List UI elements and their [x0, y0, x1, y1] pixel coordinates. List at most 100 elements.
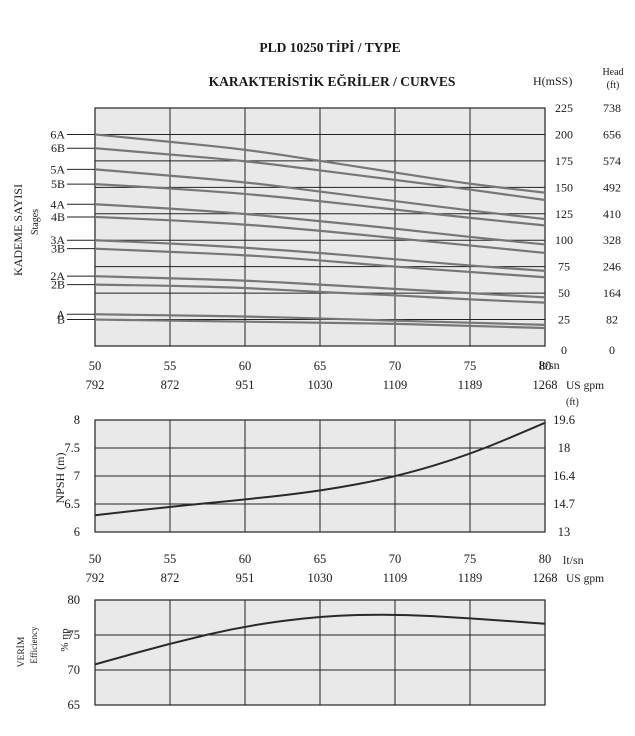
head-y-unit-right-2: (ft) — [607, 80, 620, 91]
npsh-y-ticks-left: 8 7.5 7 6.5 6 — [64, 413, 80, 539]
head-y-tick-left: 75 — [558, 260, 570, 274]
npsh-y-tick-left: 6 — [74, 525, 80, 539]
head-curve-b — [94, 318, 546, 330]
stage-label-6a: 6A — [50, 127, 65, 141]
head-x-tick: 50 — [89, 359, 102, 373]
npsh-x-tick-gpm: 1268 — [533, 571, 558, 585]
head-y-tick-right: 410 — [603, 207, 621, 221]
efficiency-side-label: VERİM — [15, 636, 27, 667]
head-curve-5b — [94, 183, 546, 227]
head-x-tick-gpm: 1189 — [458, 378, 483, 392]
npsh-y-tick-left: 7 — [74, 469, 80, 483]
stage-label-a: A — [56, 307, 65, 321]
npsh-x-tick: 80 — [539, 552, 552, 566]
efficiency-curve — [94, 613, 546, 666]
head-curve-3b — [94, 247, 546, 279]
head-x-tick: 80 — [539, 359, 552, 373]
efficiency-y-tick: 80 — [68, 593, 81, 607]
npsh-y-tick-right: 16.4 — [553, 469, 576, 483]
npsh-x-tick-gpm: 1109 — [383, 571, 408, 585]
npsh-y-tick-left: 8 — [74, 413, 80, 427]
head-y-tick-right: 738 — [603, 101, 621, 115]
head-y-tick-right: 492 — [603, 180, 621, 194]
npsh-x-unit-label: lt/sn — [563, 553, 584, 567]
npsh-y-tick-left: 7.5 — [64, 441, 80, 455]
npsh-y-tick-right: 14.7 — [553, 497, 575, 511]
head-x-tick: 65 — [314, 359, 327, 373]
npsh-x-tick: 55 — [164, 552, 177, 566]
npsh-y-ticks-right: 19.6 18 16.4 14.7 13 — [553, 413, 576, 539]
head-curve-4a — [94, 203, 546, 246]
stage-label-5a: 5A — [50, 162, 65, 176]
head-y-tick-left: 150 — [555, 180, 573, 194]
npsh-curve — [94, 421, 546, 517]
head-y-tick-left: 225 — [555, 101, 573, 115]
npsh-x-tick: 70 — [389, 552, 402, 566]
efficiency-y-tick: 75 — [68, 628, 81, 642]
head-x-tick: 70 — [389, 359, 402, 373]
head-y-unit-left: H(mSS) — [533, 74, 572, 88]
stages-label: KADEME SAYISI — [11, 184, 25, 276]
head-curve-2a — [94, 275, 546, 299]
stage-label-2b: 2B — [51, 278, 65, 292]
npsh-y-unit-right: (ft) — [566, 397, 579, 408]
head-y-tick-right: 246 — [603, 260, 621, 274]
head-x-tick-gpm: 1268 — [533, 378, 558, 392]
efficiency-y-tick: 70 — [68, 663, 81, 677]
stage-label-3a: 3A — [50, 233, 65, 247]
npsh-x-tick-gpm: 951 — [236, 571, 255, 585]
head-y-tick-left: 200 — [555, 127, 573, 141]
stage-label-5b: 5B — [51, 177, 65, 191]
head-x-tick-gpm: 1109 — [383, 378, 408, 392]
page-title: PLD 10250 TİPİ / TYPE — [259, 40, 400, 55]
head-x-unit-label: lt/sn — [539, 358, 560, 372]
stage-label-6b: 6B — [51, 141, 65, 155]
npsh-x-tick-gpm: 872 — [161, 571, 180, 585]
head-curve-6a — [94, 133, 546, 194]
npsh-y-tick-right: 19.6 — [553, 413, 575, 427]
npsh-x-tick: 60 — [239, 552, 252, 566]
npsh-x-tick: 75 — [464, 552, 477, 566]
npsh-x-ticks: 50 55 60 65 70 75 80 — [89, 552, 552, 566]
head-y-tick-left: 25 — [558, 313, 570, 327]
efficiency-y-label: % ηp — [59, 628, 71, 652]
head-x-tick-gpm: 951 — [236, 378, 255, 392]
head-x-tick: 60 — [239, 359, 252, 373]
npsh-y-tick-right: 13 — [558, 525, 571, 539]
head-y-tick-left: 50 — [558, 286, 570, 300]
efficiency-side-sublabel: Efficiency — [29, 626, 39, 664]
npsh-y-tick-right: 18 — [558, 441, 571, 455]
head-curve-a — [94, 313, 546, 326]
head-curve-5a — [94, 168, 546, 221]
npsh-x-tick: 50 — [89, 552, 102, 566]
head-y-ticks-left: 225 200 175 150 125 100 75 50 25 0 — [555, 101, 573, 357]
stage-label-b: B — [57, 313, 65, 327]
head-curve-4b — [94, 215, 546, 255]
npsh-x-tick-gpm: 1030 — [308, 571, 333, 585]
head-y-tick-right: 82 — [606, 313, 618, 327]
stage-label-4a: 4A — [50, 197, 65, 211]
head-y-ticks-right: 738 656 574 492 410 328 246 164 82 0 — [603, 101, 621, 357]
head-y-tick-right: 0 — [609, 343, 615, 357]
head-curve-3a — [94, 239, 546, 272]
head-y-tick-right: 328 — [603, 233, 621, 247]
head-x-unit2-label: US gpm — [566, 380, 604, 392]
stage-label-4b: 4B — [51, 210, 65, 224]
npsh-x-tick-gpm: 792 — [86, 571, 105, 585]
head-x-tick-gpm: 872 — [161, 378, 180, 392]
stage-label-2a: 2A — [50, 269, 65, 283]
head-y-tick-left: 0 — [561, 343, 567, 357]
head-x-tick: 55 — [164, 359, 177, 373]
npsh-x-tick-gpm: 1189 — [458, 571, 483, 585]
efficiency-y-ticks: 80 75 70 65 — [68, 593, 81, 712]
head-x-tick: 75 — [464, 359, 477, 373]
head-curve-6b — [94, 147, 546, 202]
head-x-tick-gpm: 792 — [86, 378, 105, 392]
head-y-tick-left: 175 — [555, 154, 573, 168]
npsh-x-tick: 65 — [314, 552, 327, 566]
head-y-tick-right: 164 — [603, 286, 621, 300]
efficiency-chart: 80 75 70 65 % ηp VERİM Efficiency — [15, 593, 546, 712]
npsh-y-label: NPSH (m) — [53, 452, 67, 503]
